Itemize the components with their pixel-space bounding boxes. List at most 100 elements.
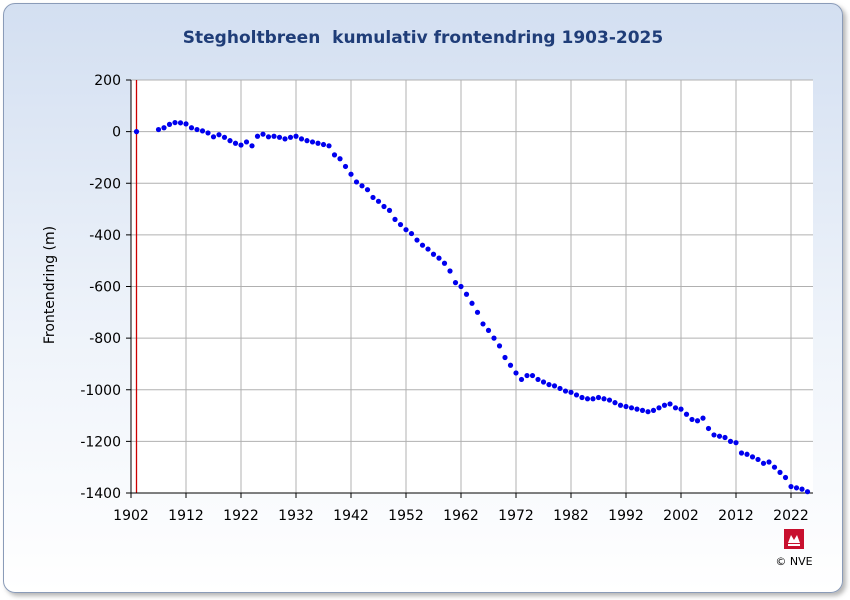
data-point: [265, 134, 272, 140]
data-point: [678, 406, 684, 412]
data-point: [650, 407, 657, 413]
data-point: [386, 207, 393, 213]
data-point: [722, 434, 728, 441]
data-point: [249, 143, 255, 149]
data-point: [573, 392, 580, 398]
y-tick-label: -800: [89, 331, 121, 347]
data-point: [683, 411, 690, 417]
data-point: [617, 402, 624, 408]
data-point: [661, 402, 668, 408]
x-tick-label: 1932: [278, 508, 314, 524]
data-point: [205, 130, 211, 136]
data-point: [738, 450, 745, 456]
data-point: [221, 134, 228, 140]
data-point: [491, 335, 497, 341]
data-point: [133, 129, 140, 135]
data-point: [243, 139, 250, 145]
data-point: [672, 405, 679, 411]
x-tick-label: 1972: [498, 508, 534, 524]
data-point: [463, 291, 470, 297]
data-point: [524, 372, 530, 379]
y-tick-label: 200: [94, 73, 121, 89]
data-point: [628, 405, 635, 411]
y-tick-labels: 200 0 -200 -400 -600 -800 -1000 -1200 -1400: [80, 73, 121, 502]
data-point: [645, 409, 651, 415]
x-tick-label: 1952: [388, 508, 424, 524]
data-point: [469, 300, 475, 306]
data-point: [199, 128, 206, 134]
data-point: [634, 406, 640, 412]
y-tick-label: -200: [89, 176, 121, 192]
data-point: [232, 140, 239, 146]
data-point: [496, 343, 503, 349]
data-point: [348, 171, 354, 177]
data-point: [271, 133, 277, 139]
data-point: [430, 251, 437, 257]
data-point: [408, 230, 415, 237]
data-point: [419, 242, 426, 248]
data-point: [535, 376, 541, 383]
data-point: [260, 131, 266, 137]
x-tick-labels: 1902 1912 1922 1932 1942 1952 1962 1972 1982 1992…: [113, 508, 809, 524]
data-point: [392, 216, 398, 222]
nve-crest-icon: [784, 529, 804, 549]
data-point: [188, 125, 195, 131]
data-point: [694, 418, 701, 424]
data-point: [337, 156, 343, 162]
data-point: [606, 397, 613, 403]
data-points: [133, 119, 811, 495]
data-point: [414, 237, 420, 243]
y-tick-label: -1000: [80, 383, 121, 399]
x-tick-label: 1942: [333, 508, 369, 524]
data-point: [298, 136, 305, 142]
data-point: [403, 227, 409, 233]
data-point: [161, 125, 167, 131]
x-tick-label: 1992: [608, 508, 644, 524]
data-point: [480, 321, 486, 327]
x-tick-label: 1912: [168, 508, 204, 524]
data-point: [425, 246, 431, 252]
data-point: [727, 438, 734, 444]
data-point: [309, 139, 316, 145]
data-point: [518, 376, 525, 383]
data-point: [513, 370, 519, 376]
data-point: [799, 486, 805, 492]
data-point: [452, 280, 459, 286]
data-point: [359, 183, 365, 189]
data-point: [458, 283, 464, 290]
data-point: [342, 163, 349, 170]
data-point: [502, 354, 508, 361]
data-point: [183, 121, 189, 127]
data-point: [287, 134, 294, 140]
data-point: [705, 425, 712, 432]
data-point: [568, 389, 574, 395]
data-point: [700, 415, 706, 421]
copyright-text: © NVE: [775, 555, 813, 568]
data-point: [397, 221, 404, 228]
data-point: [711, 432, 717, 438]
data-point: [540, 379, 547, 385]
data-point: [656, 405, 662, 411]
nve-logo[interactable]: © NVE: [772, 528, 816, 568]
data-point: [639, 407, 646, 413]
data-point: [320, 141, 327, 148]
data-point: [441, 260, 448, 266]
x-tick-label: 1982: [553, 508, 589, 524]
data-point: [595, 394, 602, 401]
data-point: [782, 474, 789, 481]
x-tick-label: 1922: [223, 508, 259, 524]
y-axis-label: Frontendring (m): [42, 225, 58, 345]
data-point: [667, 401, 673, 407]
x-tick-label: 2002: [663, 508, 699, 524]
data-point: [601, 396, 607, 402]
data-point: [546, 381, 552, 388]
data-point: [282, 136, 288, 142]
data-point: [529, 372, 536, 379]
data-point: [623, 403, 629, 410]
data-point: [155, 126, 162, 133]
data-point: [166, 121, 173, 127]
data-point: [612, 400, 618, 406]
data-point: [788, 483, 794, 490]
data-point: [375, 198, 382, 204]
